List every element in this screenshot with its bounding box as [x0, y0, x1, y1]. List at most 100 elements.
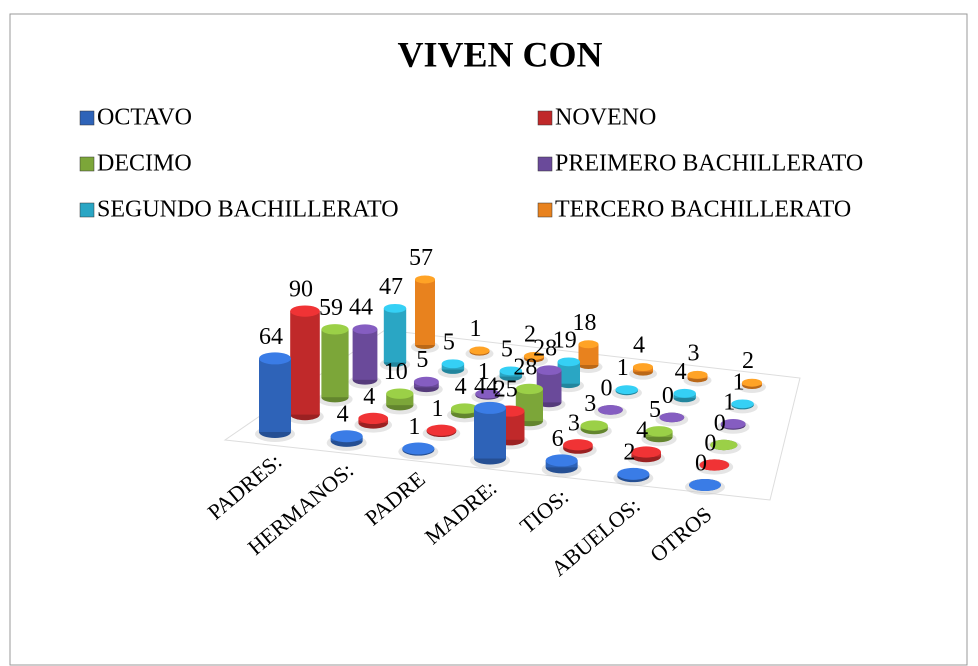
cylinder [641, 426, 677, 447]
data-label: 0 [600, 375, 612, 401]
cylinder [382, 388, 418, 415]
cylinder [655, 412, 689, 427]
cylinder-top [645, 426, 673, 437]
data-label: 4 [675, 359, 687, 385]
cylinder-top [545, 454, 578, 467]
data-label: 5 [649, 397, 661, 423]
cylinder-top [631, 446, 661, 458]
cylinder-top [687, 370, 708, 379]
cylinder-top [659, 412, 685, 423]
data-label: 10 [384, 359, 408, 385]
cylinder [727, 399, 758, 414]
legend-swatch [79, 156, 95, 172]
data-label: 19 [553, 327, 577, 353]
data-label: 44 [474, 373, 498, 399]
data-label: 1 [431, 396, 443, 422]
cylinder-top [383, 303, 407, 313]
cylinder [437, 359, 469, 378]
legend-label: OCTAVO [97, 105, 192, 131]
legend-swatch [537, 156, 553, 172]
cylinder [685, 479, 725, 495]
cylinder-top [699, 459, 730, 471]
cylinder [576, 420, 612, 439]
cylinder-top [689, 479, 721, 491]
data-label: 44 [349, 295, 373, 321]
cylinder-top [402, 442, 435, 455]
cylinder [683, 370, 712, 387]
data-label: 1 [478, 359, 490, 385]
cylinder-top [426, 424, 457, 436]
cylinder [716, 419, 750, 434]
data-label: 57 [409, 245, 433, 271]
data-label: 0 [662, 383, 674, 409]
legend-swatch [79, 202, 95, 218]
data-label: 2 [524, 322, 536, 348]
cylinder-top [469, 346, 490, 355]
cylinder-top [441, 359, 465, 369]
cylinder [471, 388, 505, 404]
cylinder [354, 412, 393, 433]
data-label: 59 [319, 295, 343, 321]
cylinder [541, 454, 582, 478]
data-label: 64 [259, 324, 283, 350]
data-label: 5 [443, 329, 455, 355]
cylinder [629, 363, 657, 380]
cylinder [286, 305, 324, 425]
cylinder [613, 467, 654, 487]
cylinder-top [290, 305, 320, 317]
legend-label: DECIMO [97, 151, 192, 177]
data-label: 90 [289, 277, 313, 303]
data-label: 1 [617, 355, 629, 381]
cylinder-top [615, 385, 638, 395]
cylinder [379, 303, 411, 371]
cylinder [611, 385, 642, 400]
cylinder-body [352, 329, 378, 380]
data-label: 1 [733, 369, 745, 395]
data-label: 0 [704, 431, 716, 457]
cylinder-top [413, 376, 439, 387]
cylinder [520, 352, 548, 367]
cylinder [559, 439, 597, 458]
cylinder-top [321, 324, 349, 335]
data-label: 25 [494, 377, 518, 403]
data-label: 5 [416, 347, 428, 373]
cylinder-top [451, 403, 479, 414]
data-label: 2 [623, 439, 635, 465]
cylinder-top [358, 412, 389, 424]
cylinder-top [475, 388, 501, 399]
data-label: 0 [695, 451, 707, 477]
data-label: 4 [455, 374, 467, 400]
cylinder [447, 403, 483, 423]
data-label: 1 [723, 389, 735, 415]
cylinder-body [415, 279, 435, 345]
cylinder-body [383, 308, 407, 363]
legend-label: SEGUNDO BACHILLERATO [97, 197, 399, 223]
data-label: 28 [533, 336, 557, 362]
cylinder-top [557, 357, 580, 367]
data-label: 1 [408, 414, 420, 440]
cylinder [317, 324, 353, 407]
legend-label: TERCERO BACHILLERATO [555, 197, 851, 223]
data-label: 4 [337, 402, 349, 428]
cylinder-top [578, 340, 599, 349]
cylinder-top [474, 401, 506, 414]
legend-label: NOVENO [555, 105, 656, 131]
data-label: 6 [552, 426, 564, 452]
cylinder [574, 340, 603, 373]
legend-swatch [537, 202, 553, 218]
cylinder-body [386, 393, 414, 406]
chart-title: VIVEN CON [397, 34, 602, 74]
cylinder-body [474, 407, 506, 459]
cylinder [411, 275, 439, 353]
cylinder [398, 442, 439, 460]
cylinder-top [742, 378, 762, 387]
cylinder [255, 352, 295, 442]
cylinder [738, 378, 766, 393]
cylinder-top [580, 420, 608, 431]
legend-swatch [79, 110, 95, 126]
cylinder [465, 346, 494, 360]
cylinder-top [617, 467, 650, 480]
cylinder [669, 388, 700, 407]
cylinder [627, 446, 665, 467]
